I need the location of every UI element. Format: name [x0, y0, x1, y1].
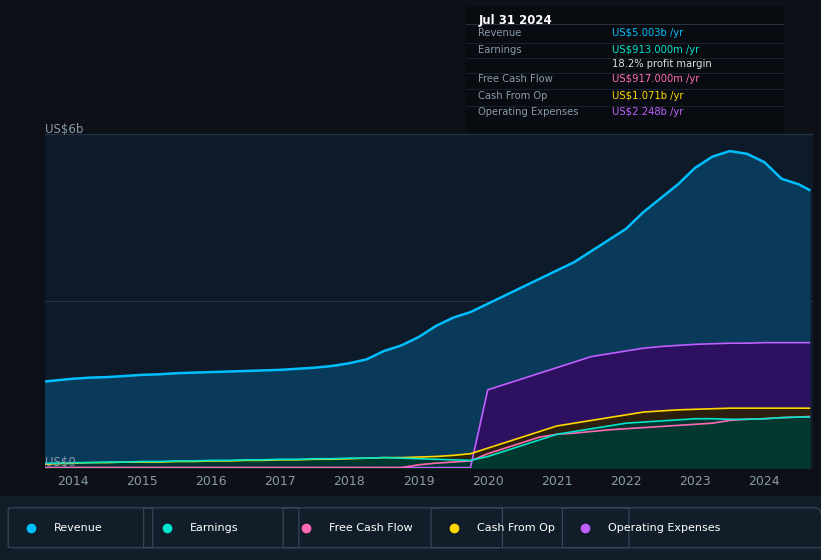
Text: Operating Expenses: Operating Expenses — [479, 107, 579, 117]
Text: Revenue: Revenue — [479, 28, 521, 38]
Text: US$913.000m /yr: US$913.000m /yr — [612, 45, 699, 55]
Text: Cash From Op: Cash From Op — [477, 523, 555, 533]
Text: Jul 31 2024: Jul 31 2024 — [479, 15, 552, 27]
Text: Free Cash Flow: Free Cash Flow — [479, 74, 553, 84]
Text: Cash From Op: Cash From Op — [479, 91, 548, 101]
Text: US$5.003b /yr: US$5.003b /yr — [612, 28, 683, 38]
Text: Earnings: Earnings — [190, 523, 238, 533]
Text: Free Cash Flow: Free Cash Flow — [329, 523, 413, 533]
Text: Earnings: Earnings — [479, 45, 522, 55]
Text: Operating Expenses: Operating Expenses — [608, 523, 721, 533]
Text: US$2.248b /yr: US$2.248b /yr — [612, 107, 683, 117]
Text: US$917.000m /yr: US$917.000m /yr — [612, 74, 699, 84]
Text: US$1.071b /yr: US$1.071b /yr — [612, 91, 684, 101]
Text: 18.2% profit margin: 18.2% profit margin — [612, 59, 712, 69]
Text: Revenue: Revenue — [54, 523, 103, 533]
Text: US$6b: US$6b — [45, 123, 84, 137]
Text: US$0: US$0 — [45, 455, 76, 469]
